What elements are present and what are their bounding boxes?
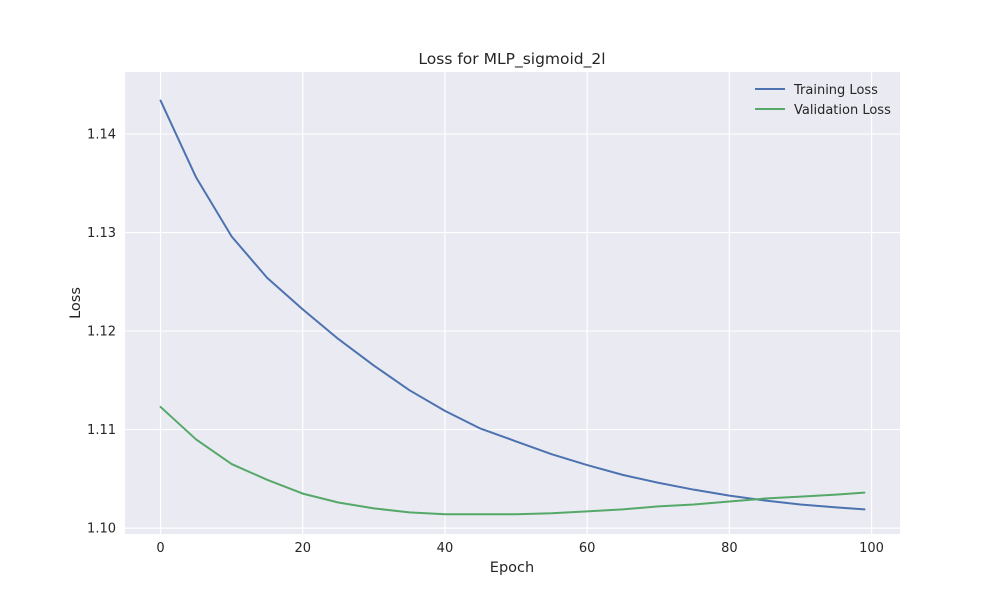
y-tick-label: 1.13	[87, 226, 116, 241]
x-axis-label: Epoch	[490, 560, 534, 576]
x-tick-label: 0	[156, 541, 164, 556]
x-tick-label: 100	[859, 541, 884, 556]
series-line-validation-loss	[159, 405, 866, 516]
y-tick-label: 1.10	[87, 522, 116, 537]
y-tick-label: 1.11	[87, 423, 116, 438]
tick-labels: 0 20 40 60 80 100 1.10 1.11 1.12 1.13 1.14	[87, 128, 884, 556]
y-tick-label: 1.14	[87, 128, 116, 143]
series	[159, 99, 866, 516]
plot-area	[125, 72, 900, 534]
chart-title: Loss for MLP_sigmoid_2l	[418, 50, 605, 69]
x-tick-label: 40	[437, 541, 454, 556]
grid	[125, 72, 900, 534]
legend-label-validation: Validation Loss	[794, 103, 891, 118]
y-axis-label: Loss	[68, 287, 84, 319]
legend: Training Loss Validation Loss	[755, 83, 891, 118]
x-tick-label: 80	[721, 541, 738, 556]
y-tick-label: 1.12	[87, 325, 116, 340]
x-tick-label: 20	[294, 541, 311, 556]
legend-label-training: Training Loss	[793, 83, 878, 98]
x-tick-label: 60	[579, 541, 596, 556]
